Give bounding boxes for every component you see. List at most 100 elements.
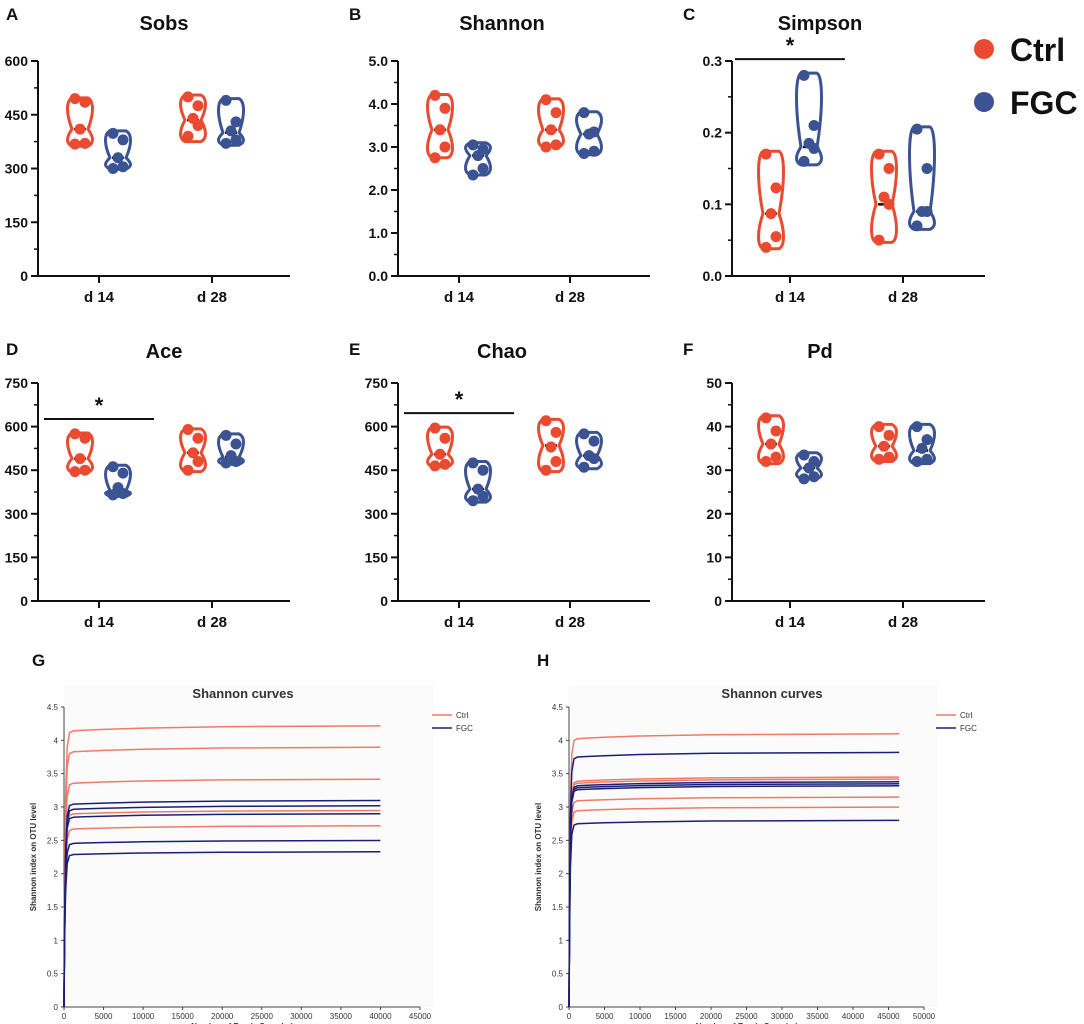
panel-title: Chao: [477, 341, 527, 363]
data-point: [107, 489, 119, 501]
x-tick-label: 35000: [806, 1012, 829, 1021]
data-point: [477, 490, 489, 502]
data-point: [583, 128, 595, 140]
y-tick-label: 0.5: [47, 970, 59, 979]
x-tick-label: 30000: [771, 1012, 794, 1021]
x-tick-label: 10000: [629, 1012, 652, 1021]
y-tick-label: 150: [5, 549, 29, 565]
data-point: [192, 120, 204, 131]
y-tick-label: 0.5: [552, 970, 564, 979]
data-point: [803, 462, 815, 474]
data-point: [230, 134, 242, 146]
legend-label: FGC: [960, 724, 977, 733]
y-tick-label: 40: [706, 419, 722, 435]
x-tick-label: 25000: [251, 1012, 274, 1021]
data-point: [439, 141, 451, 153]
violin-outline: [795, 71, 823, 167]
panel-letter: A: [6, 5, 18, 24]
y-tick-label: 3.5: [552, 770, 564, 779]
x-axis-label: Number of Reads Sampled: [191, 1022, 293, 1024]
legend-label: Ctrl: [456, 711, 469, 720]
y-tick-label: 450: [5, 107, 29, 123]
data-point: [107, 461, 119, 473]
y-tick-label: 4.0: [369, 96, 389, 112]
data-point: [770, 231, 782, 243]
data-point: [429, 152, 441, 164]
panel-g: G Shannon curves 0 0.5 1 1.5 2 2.5 3 3.5 4 4.5 0 5000…: [29, 651, 473, 1024]
panel-letter: E: [349, 340, 360, 359]
legend-fgc-marker: [974, 92, 994, 112]
data-point: [182, 91, 194, 103]
x-tick-label: 15000: [664, 1012, 687, 1021]
data-point: [79, 432, 91, 444]
data-point: [117, 487, 129, 499]
y-tick-label: 150: [5, 214, 29, 230]
panel-f: F Pd 0 10 20 30 40 50 d 14 d 28: [683, 340, 985, 631]
panel-letter: F: [683, 340, 693, 359]
data-point: [477, 464, 489, 476]
data-point: [230, 455, 242, 467]
rarefaction-curve: [63, 851, 381, 1008]
data-point: [588, 435, 600, 447]
data-point: [873, 148, 885, 160]
data-point: [911, 455, 923, 467]
data-point: [230, 438, 242, 450]
data-point: [79, 464, 91, 476]
y-tick-label: 1: [54, 936, 59, 945]
panel-a: A Sobs 0 150 300 450 600 d 14 d 28: [5, 5, 290, 306]
data-point: [467, 169, 479, 181]
data-point: [878, 440, 890, 452]
data-point: [69, 466, 81, 478]
y-tick-label: 4.5: [47, 703, 59, 712]
data-point: [220, 94, 232, 106]
x-tick-label: 5000: [596, 1012, 614, 1021]
data-point: [182, 464, 194, 476]
y-tick-label: 150: [365, 549, 389, 565]
data-point: [434, 124, 446, 136]
data-point: [770, 182, 782, 194]
x-tick-label: 40000: [369, 1012, 392, 1021]
y-tick-label: 20: [706, 506, 722, 522]
data-point: [545, 441, 557, 453]
y-tick-label: 0: [714, 593, 722, 609]
violin-outline: [179, 427, 207, 474]
data-point: [883, 163, 895, 174]
x-tick-label: d 28: [197, 289, 227, 306]
x-tick-label: d 14: [775, 289, 806, 306]
y-tick-label: 600: [5, 53, 29, 69]
data-point: [873, 453, 885, 465]
data-point: [760, 412, 772, 424]
legend-ctrl-marker: [974, 39, 994, 59]
data-point: [225, 125, 237, 137]
x-tick-label: 25000: [735, 1012, 758, 1021]
data-point: [434, 448, 446, 460]
data-point: [883, 451, 895, 463]
data-point: [192, 100, 204, 112]
data-point: [911, 123, 923, 135]
x-tick-label: 10000: [132, 1012, 155, 1021]
data-point: [760, 148, 772, 160]
data-point: [540, 94, 552, 106]
x-tick-label: 0: [567, 1012, 572, 1021]
x-tick-label: d 28: [197, 614, 227, 631]
data-point: [540, 464, 552, 476]
x-tick-label: 35000: [330, 1012, 353, 1021]
y-tick-label: 0: [380, 593, 388, 609]
significance-star: *: [455, 387, 464, 412]
data-point: [883, 429, 895, 441]
legend-label: Ctrl: [960, 711, 973, 720]
data-point: [472, 150, 484, 162]
panel-letter: G: [32, 651, 45, 670]
y-tick-label: 0.0: [703, 268, 723, 284]
panel-b: B Shannon 0.0 1.0 2.0 3.0 4.0 5.0 d 14 d 28: [349, 5, 650, 306]
plot-background: [569, 685, 938, 1007]
x-tick-label: 45000: [877, 1012, 900, 1021]
y-tick-label: 0: [559, 1003, 564, 1012]
data-point: [578, 147, 590, 159]
data-point: [429, 460, 441, 472]
y-tick-label: 3: [54, 803, 59, 812]
x-tick-label: 50000: [913, 1012, 936, 1021]
data-point: [550, 107, 562, 119]
data-point: [545, 124, 557, 136]
x-tick-label: 30000: [290, 1012, 313, 1021]
